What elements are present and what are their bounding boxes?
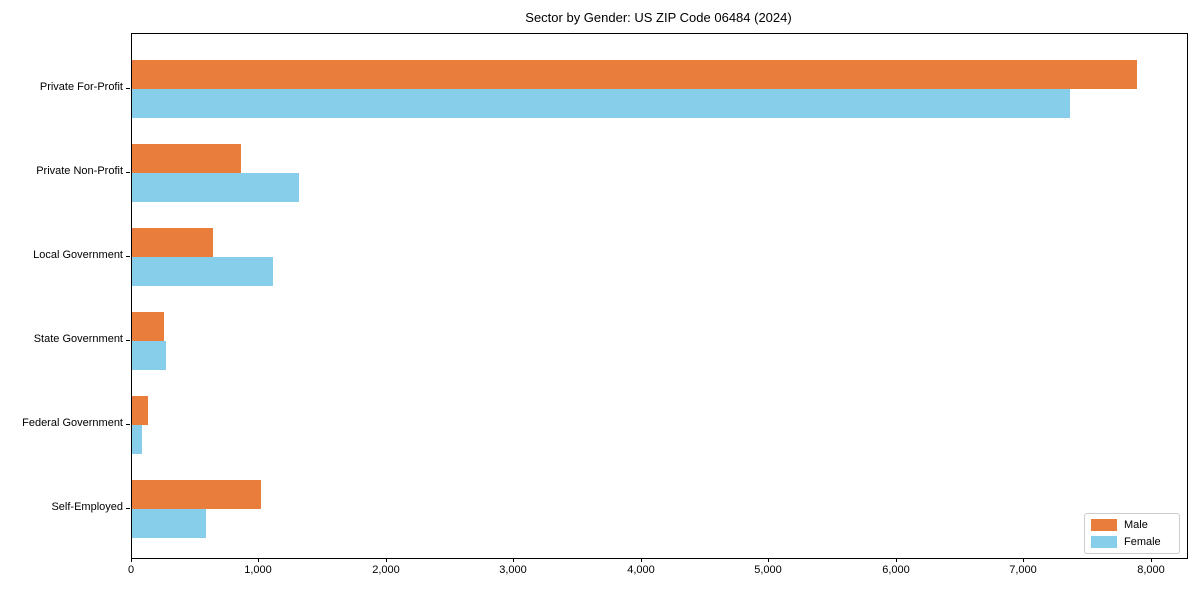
x-axis-tick-8000: 8,000 <box>1137 564 1165 576</box>
y-axis-label-local-government: Local Government <box>33 249 123 261</box>
bar-female-self-employed <box>132 509 206 538</box>
bar-male-private-for-profit <box>132 60 1137 89</box>
y-tick-mark <box>126 424 130 425</box>
x-axis-tick-7000: 7,000 <box>1009 564 1037 576</box>
x-axis-tick-3000: 3,000 <box>499 564 527 576</box>
plot-area: Male Female <box>131 33 1188 559</box>
bar-female-state-government <box>132 341 166 370</box>
y-tick-mark <box>126 88 130 89</box>
x-tick-mark <box>258 558 259 562</box>
y-tick-mark <box>126 340 130 341</box>
x-tick-mark <box>131 558 132 562</box>
bar-male-federal-government <box>132 396 148 425</box>
x-tick-mark <box>768 558 769 562</box>
bar-female-local-government <box>132 257 273 286</box>
legend-swatch-female <box>1091 536 1117 548</box>
x-axis-tick-5000: 5,000 <box>754 564 782 576</box>
x-tick-mark <box>1023 558 1024 562</box>
legend-entry-female: Female <box>1091 536 1173 548</box>
legend: Male Female <box>1084 513 1180 554</box>
y-axis-label-federal-government: Federal Government <box>22 417 123 429</box>
legend-entry-male: Male <box>1091 519 1173 531</box>
x-tick-mark <box>386 558 387 562</box>
x-axis-tick-6000: 6,000 <box>882 564 910 576</box>
x-axis-tick-4000: 4,000 <box>627 564 655 576</box>
x-axis-tick-2000: 2,000 <box>372 564 400 576</box>
x-axis-tick-0: 0 <box>127 564 135 576</box>
legend-label-female: Female <box>1124 536 1161 548</box>
y-axis-label-private-for-profit: Private For-Profit <box>39 81 123 93</box>
legend-swatch-male <box>1091 519 1117 531</box>
x-axis-tick-1000: 1,000 <box>244 564 272 576</box>
legend-label-male: Male <box>1124 519 1148 531</box>
bar-male-private-non-profit <box>132 144 241 173</box>
bar-male-state-government <box>132 312 164 341</box>
bar-male-self-employed <box>132 480 261 509</box>
bar-male-local-government <box>132 228 213 257</box>
y-tick-mark <box>126 172 130 173</box>
y-axis-label-state-government: State Government <box>33 333 123 345</box>
y-tick-mark <box>126 508 130 509</box>
x-tick-mark <box>1151 558 1152 562</box>
bar-female-private-non-profit <box>132 173 299 202</box>
y-axis-label-self-employed: Self-Employed <box>51 501 123 513</box>
bar-female-federal-government <box>132 425 142 454</box>
bar-female-private-for-profit <box>132 89 1070 118</box>
x-tick-mark <box>896 558 897 562</box>
y-axis-label-private-non-profit: Private Non-Profit <box>36 165 123 177</box>
x-tick-mark <box>641 558 642 562</box>
y-tick-mark <box>126 256 130 257</box>
x-tick-mark <box>513 558 514 562</box>
chart-title: Sector by Gender: US ZIP Code 06484 (202… <box>525 10 792 25</box>
